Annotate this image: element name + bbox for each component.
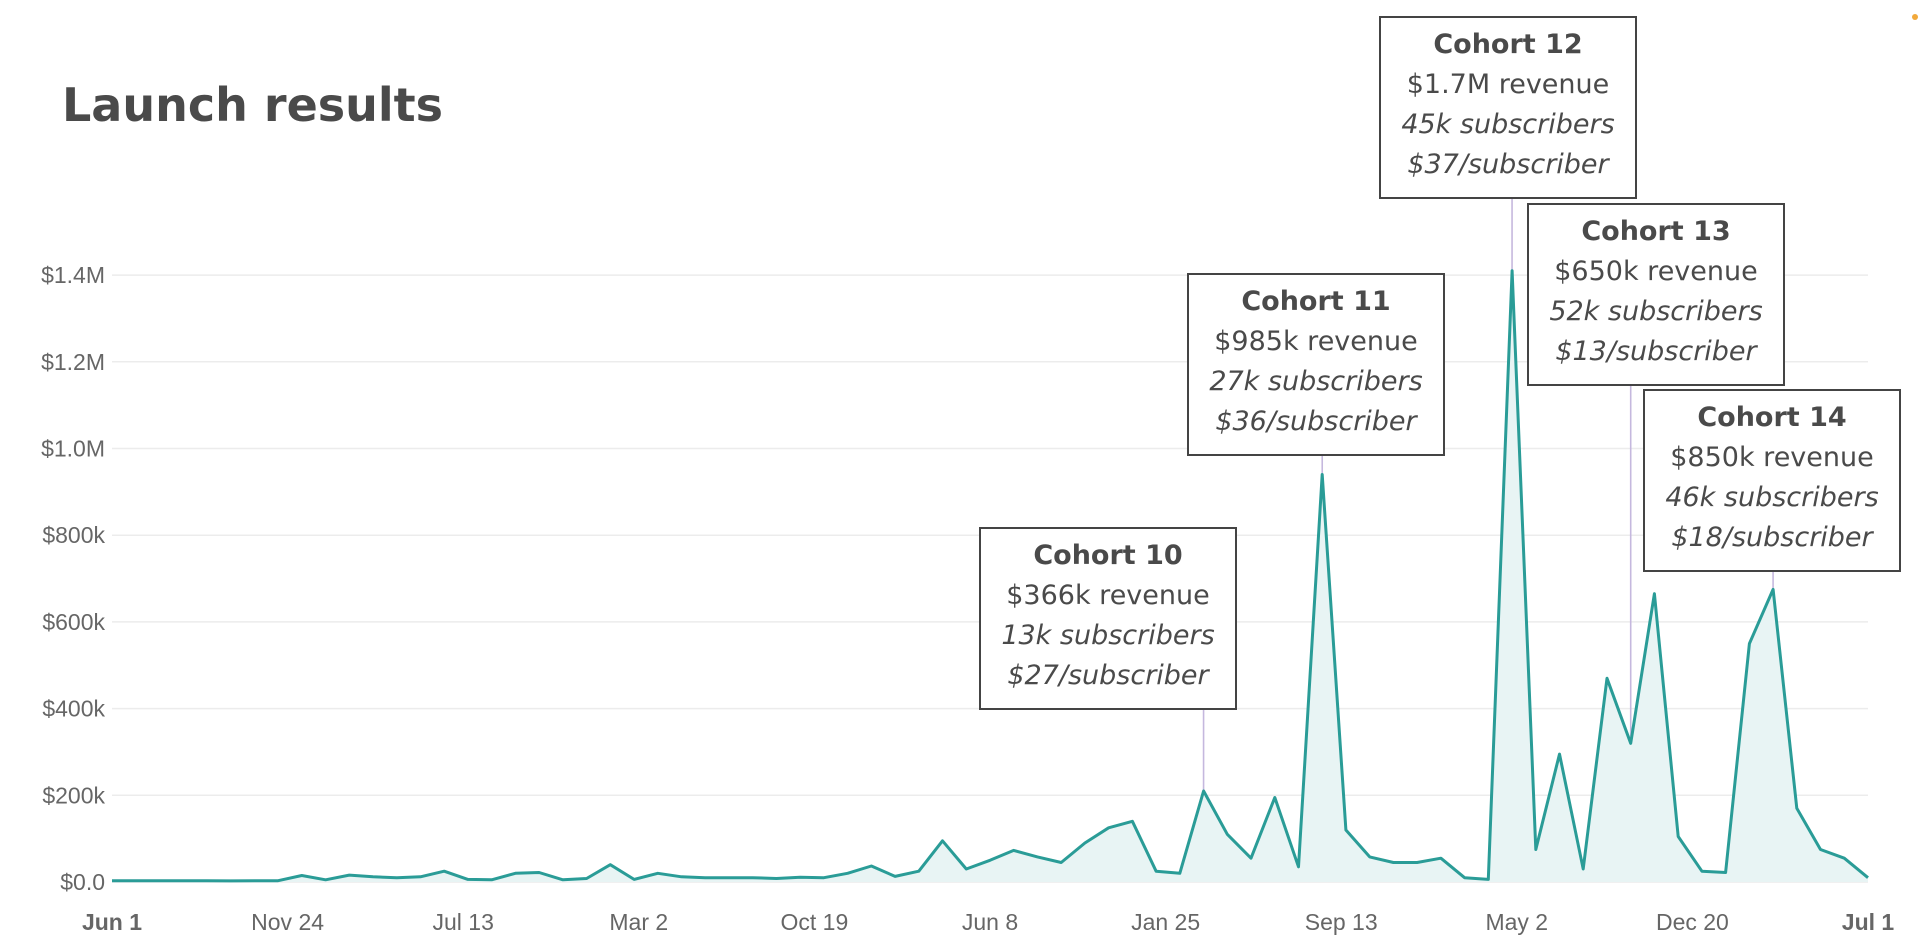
annotation-revenue: $650k revenue [1554, 256, 1757, 287]
annotation-2: Cohort 11 $985k revenue 27k subscribers $36… [1187, 273, 1445, 456]
annotation-subscribers: 46k subscribers [1665, 482, 1878, 513]
x-tick-label: Oct 19 [781, 909, 849, 935]
x-tick-label: Jun 1 [82, 909, 142, 935]
annotation-per-subscriber: $27/subscriber [1007, 660, 1210, 691]
x-tick-label: Jul 1 [1842, 909, 1895, 935]
annotation-revenue: $985k revenue [1214, 326, 1417, 357]
y-tick-label: $1.2M [41, 349, 105, 375]
series-area [112, 270, 1868, 882]
annotation-box [979, 527, 1237, 710]
x-tick-label: May 2 [1485, 909, 1548, 935]
annotation-subscribers: 13k subscribers [1001, 620, 1214, 651]
annotation-subscribers: 27k subscribers [1209, 366, 1422, 397]
annotation-1: Cohort 10 $366k revenue 13k subscribers $27… [979, 527, 1237, 710]
y-tick-label: $0.0 [60, 869, 105, 895]
annotation-revenue: $1.7M revenue [1407, 69, 1610, 100]
annotation-box [1527, 203, 1785, 386]
annotation-per-subscriber: $36/subscriber [1215, 406, 1418, 437]
annotation-box [1379, 16, 1637, 199]
x-tick-label: Nov 24 [251, 909, 324, 935]
y-tick-label: $1.4M [41, 262, 105, 288]
y-tick-label: $400k [42, 696, 105, 722]
annotation-5: Cohort 14 $850k revenue 46k subscribers $18… [1643, 389, 1901, 572]
y-tick-label: $800k [42, 522, 105, 548]
annotation-name: Cohort 11 [1241, 286, 1390, 317]
annotation-subscribers: 52k subscribers [1549, 296, 1762, 327]
annotation-4: Cohort 13 $650k revenue 52k subscribers $13… [1527, 203, 1785, 386]
annotation-3: Cohort 12 $1.7M revenue 45k subscribers $37… [1379, 16, 1637, 199]
x-tick-label: Mar 2 [609, 909, 668, 935]
annotation-box [1643, 389, 1901, 572]
series-line [112, 269, 1869, 883]
x-tick-label: Jul 13 [433, 909, 494, 935]
corner-marker [1912, 14, 1918, 20]
x-tick-label: Jan 25 [1131, 909, 1200, 935]
annotation-subscribers: 45k subscribers [1401, 109, 1614, 140]
y-tick-label: $600k [42, 609, 105, 635]
annotation-per-subscriber: $13/subscriber [1555, 336, 1758, 367]
chart-title: Launch results [62, 78, 444, 132]
x-tick-label: Sep 13 [1305, 909, 1378, 935]
annotation-per-subscriber: $37/subscriber [1407, 149, 1610, 180]
annotation-revenue: $850k revenue [1670, 442, 1873, 473]
x-tick-label: Jun 8 [962, 909, 1018, 935]
annotation-name: Cohort 12 [1433, 29, 1582, 60]
annotation-per-subscriber: $18/subscriber [1671, 522, 1874, 553]
y-tick-label: $1.0M [41, 436, 105, 462]
annotation-name: Cohort 14 [1697, 402, 1846, 433]
annotation-box [1187, 273, 1445, 456]
annotation-name: Cohort 13 [1581, 216, 1730, 247]
annotation-revenue: $366k revenue [1006, 580, 1209, 611]
x-tick-label: Dec 20 [1656, 909, 1729, 935]
y-tick-label: $200k [42, 782, 105, 808]
annotation-name: Cohort 10 [1033, 540, 1182, 571]
